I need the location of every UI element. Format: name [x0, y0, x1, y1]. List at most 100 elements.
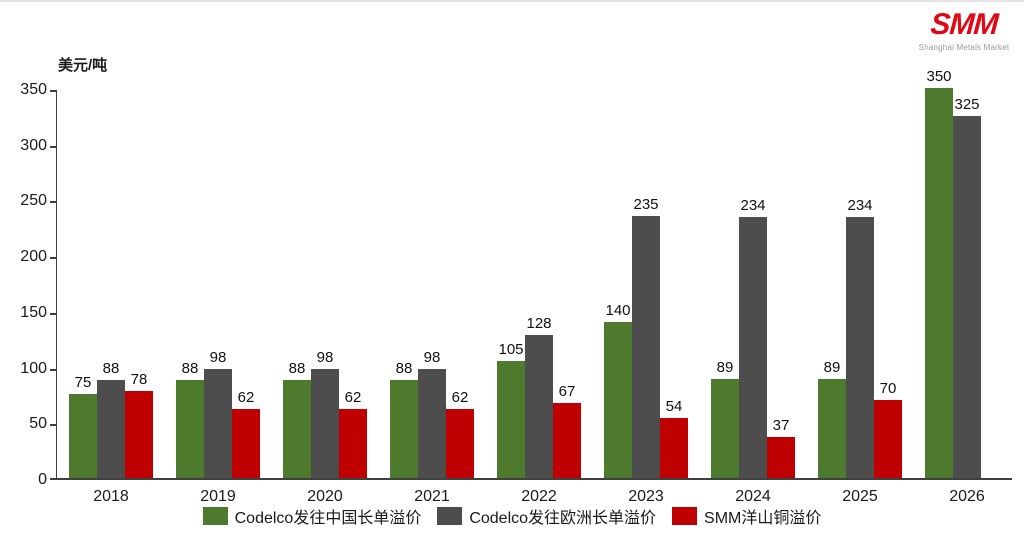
bar-series2-2022: [525, 335, 553, 478]
bar-series1-2026: [925, 88, 953, 478]
bar-value-label: 89: [716, 358, 734, 376]
bar-value-label: 37: [772, 416, 790, 434]
bar-series2-2020: [311, 368, 339, 478]
legend-item-series3: SMM洋山铜溢价: [672, 504, 821, 528]
bar-series1-2021: [390, 379, 418, 478]
legend-label: SMM洋山铜溢价: [704, 510, 822, 527]
bar-series3-2021: [446, 408, 474, 478]
y-axis-tick-mark: [50, 424, 57, 427]
bar-group-2021: 88 98 62: [390, 90, 474, 478]
bar-value-label: 54: [665, 397, 683, 415]
y-axis-tick-mark: [50, 368, 57, 371]
bar-group-2024: 89 234 37: [711, 90, 795, 478]
bar-value-label: 234: [740, 197, 766, 215]
legend-label: Codelco发往欧洲长单溢价: [469, 510, 657, 527]
x-axis-label-2022: 2022: [521, 488, 557, 505]
bar-series2-2023: [632, 216, 660, 478]
bar-value-label: 88: [288, 359, 306, 377]
bar-series3-2024: [767, 436, 795, 478]
y-axis-tick-mark: [50, 201, 57, 204]
y-axis-tick-label: 350: [20, 81, 47, 98]
smm-logo-subtext: Shanghai Metals Market: [918, 43, 1010, 52]
legend-item-series1: Codelco发往中国长单溢价: [202, 504, 422, 528]
y-axis-tick-mark: [50, 478, 57, 480]
legend-item-series2: Codelco发往欧洲长单溢价: [437, 504, 656, 528]
y-axis-tick-label: 150: [20, 303, 47, 321]
bar-group-2020: 88 98 62: [283, 90, 367, 478]
bar-group-2019: 88 98 62: [176, 90, 260, 478]
bar-series3-2025: [874, 400, 902, 478]
bar-value-label: 98: [209, 348, 227, 366]
x-axis-label-2023: 2023: [628, 488, 664, 505]
legend-swatch-icon: [437, 507, 463, 525]
bar-value-label: 325: [954, 95, 980, 113]
x-axis-label-2020: 2020: [307, 488, 343, 505]
bar-value-label: 78: [130, 371, 148, 389]
bar-series3-2019: [232, 408, 260, 478]
x-axis-label-2024: 2024: [735, 488, 771, 505]
bar-value-label: 350: [926, 68, 952, 85]
bar-value-label: 62: [451, 388, 469, 406]
bar-series1-2019: [176, 379, 204, 478]
bar-value-label: 89: [823, 358, 841, 376]
bar-series3-2022: [553, 403, 581, 478]
y-axis-tick-mark: [50, 257, 57, 260]
legend-swatch-icon: [672, 507, 698, 525]
bar-group-2018: 75 88 78: [69, 90, 153, 478]
legend-swatch-icon: [202, 507, 228, 525]
bar-value-label: 67: [558, 383, 576, 401]
y-axis-tick-label: 50: [29, 415, 47, 433]
bar-value-label: 88: [181, 359, 199, 377]
bar-value-label: 98: [423, 348, 441, 366]
bar-series3-2020: [339, 408, 367, 478]
bar-value-label: 62: [344, 388, 362, 406]
legend-label: Codelco发往中国长单溢价: [234, 510, 422, 527]
plot-area: 0 50 100 150 200 250 300 350 75 88 78 2018 88 98 62 201…: [20, 68, 1012, 505]
x-axis-label-2021: 2021: [414, 488, 450, 505]
bar-series1-2022: [497, 361, 525, 478]
bar-group-2022: 105 128 67: [497, 90, 581, 478]
bar-series1-2023: [604, 322, 632, 478]
bar-series1-2020: [283, 379, 311, 478]
y-axis-tick-label: 100: [20, 359, 47, 377]
y-axis-tick-label: 250: [20, 192, 47, 210]
chart-legend: Codelco发往中国长单溢价 Codelco发往欧洲长单溢价 SMM洋山铜溢价: [0, 504, 1024, 528]
bar-value-label: 70: [879, 380, 897, 397]
bar-series2-2024: [739, 217, 767, 478]
y-axis-tick-label: 200: [20, 248, 47, 266]
bar-series2-2021: [418, 368, 446, 478]
bar-series1-2018: [69, 394, 97, 478]
bar-series2-2019: [204, 368, 232, 478]
bar-series3-2023: [660, 417, 688, 478]
x-axis-label-2025: 2025: [842, 488, 878, 505]
bar-series1-2025: [818, 378, 846, 478]
smm-logo: SMM Shanghai Metals Market: [916, 8, 1012, 52]
bar-series3-2018: [125, 391, 153, 478]
bar-value-label: 235: [633, 196, 659, 214]
bar-value-label: 140: [605, 302, 631, 319]
bar-group-2026: 350 325: [925, 68, 1009, 478]
bar-value-label: 105: [498, 341, 524, 358]
bar-series2-2018: [97, 379, 125, 478]
bar-value-label: 98: [316, 348, 334, 366]
y-axis-tick-mark: [50, 90, 57, 92]
bar-series2-2025: [846, 217, 874, 478]
x-axis-label-2018: 2018: [93, 488, 129, 505]
bar-value-label: 62: [237, 388, 255, 406]
bar-value-label: 75: [74, 374, 92, 392]
x-axis-label-2019: 2019: [200, 488, 236, 505]
x-axis-label-2026: 2026: [949, 488, 985, 505]
bar-value-label: 88: [395, 359, 413, 377]
smm-logo-text: SMM: [929, 8, 999, 41]
bar-value-label: 88: [102, 359, 120, 377]
y-axis-tick-label: 0: [38, 471, 47, 488]
bar-series1-2024: [711, 378, 739, 478]
bar-value-label: 234: [847, 197, 873, 215]
bar-series2-2026: [953, 115, 981, 478]
y-axis-tick-label: 300: [20, 136, 47, 154]
bar-value-label: 128: [526, 315, 552, 333]
bar-group-2023: 140 235 54: [604, 90, 688, 478]
y-axis-unit-label: 美元/吨: [58, 57, 108, 74]
y-axis-tick-mark: [50, 312, 57, 315]
